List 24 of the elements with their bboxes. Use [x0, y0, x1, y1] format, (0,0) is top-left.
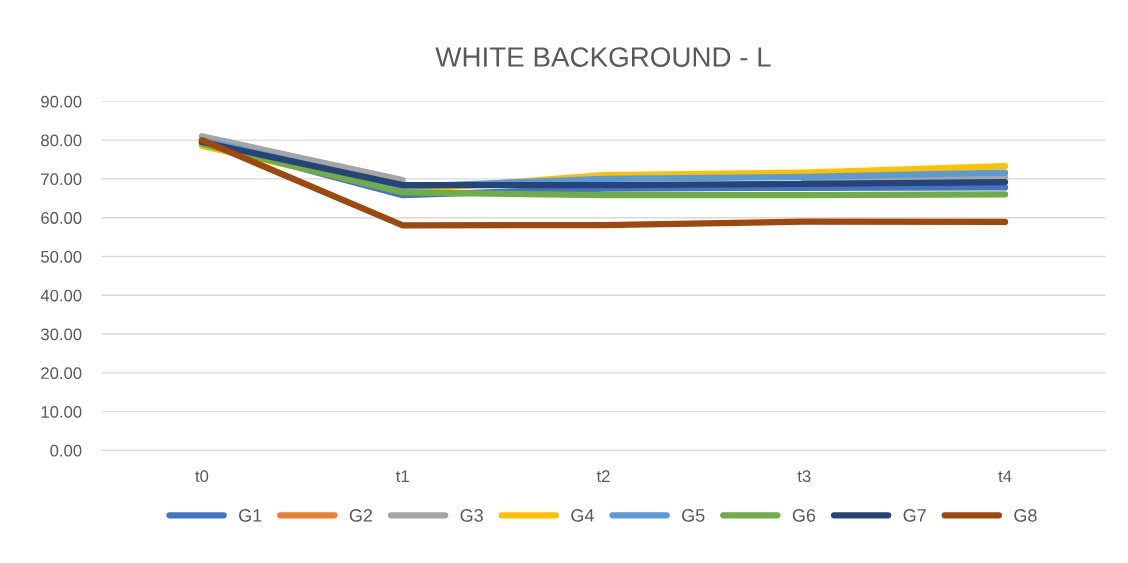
legend-label: G4 — [571, 509, 594, 522]
y-tick-label: 80.00 — [41, 134, 82, 147]
legend-label: G3 — [460, 509, 483, 522]
x-tick-label: t1 — [396, 470, 409, 483]
y-tick-label: 60.00 — [41, 212, 82, 224]
legend-label: G8 — [1014, 509, 1037, 522]
legend-label: G1 — [239, 509, 262, 522]
legend-label: G7 — [903, 509, 926, 522]
y-tick-label: 0.00 — [50, 444, 82, 457]
x-tick-label: t3 — [797, 470, 811, 483]
x-tick-label: t4 — [998, 470, 1012, 483]
y-tick-label: 50.00 — [41, 250, 82, 263]
legend-label: G5 — [682, 509, 705, 522]
legend-label: G2 — [349, 509, 373, 522]
legend-label: G6 — [792, 509, 816, 522]
y-tick-label: 70.00 — [41, 173, 82, 186]
y-tick-label: 20.00 — [41, 367, 82, 380]
x-tick-label: t2 — [596, 470, 610, 483]
y-tick-label: 30.00 — [41, 328, 82, 341]
x-tick-label: t0 — [195, 470, 209, 483]
y-tick-label: 10.00 — [41, 406, 82, 418]
y-tick-label: 90.00 — [41, 95, 82, 108]
y-tick-label: 40.00 — [40, 289, 82, 302]
chart-title: WHITE BACKGROUND - L — [435, 47, 771, 67]
